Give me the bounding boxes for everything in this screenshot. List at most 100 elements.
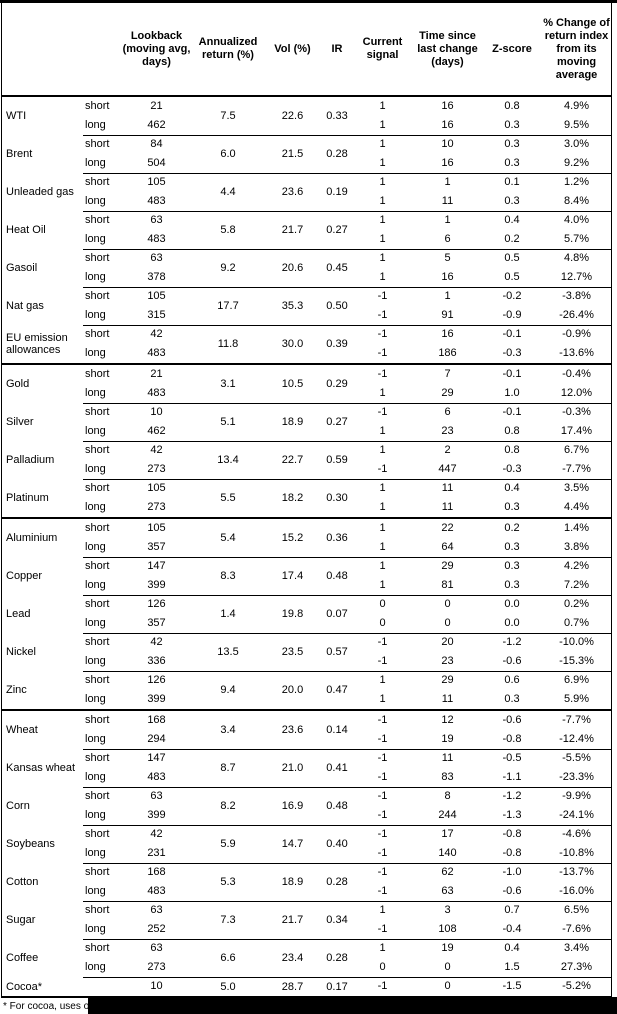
cell-z-score: 0.5 0.5 [482,249,542,287]
cell-pct-change: 1.4% 3.8% [542,519,611,557]
pct-change-value: 4.2% [563,560,590,572]
lookback-value: 10 [150,406,163,418]
cell-time-since-change: 11 83 [413,749,482,787]
col-header-z-score: Z-score [492,42,532,55]
zscore-value: 0.7 [504,904,520,916]
cell-annualized-return: 7.5 [220,110,236,122]
time-value: 140 [438,847,457,859]
side-label: long [85,771,106,783]
lookback-value: 399 [147,693,166,705]
cell-z-score: 0.4 1.5 [482,939,542,977]
cell-side: short long [83,711,120,749]
signal-value: 1 [379,100,386,112]
commodity-name: Wheat [6,724,38,736]
cell-time-since-change: 19 0 [413,939,482,977]
table-row: Gasoil short long 63 378 9.2 20.6 0.45 1 1 5 16 0.5 0… [2,249,611,287]
lookback-value: 399 [147,579,166,591]
commodity-name: Kansas wheat [6,762,76,774]
zscore-value: -1.2 [502,790,522,802]
lookback-value: 63 [150,790,163,802]
cell-annualized-return: 5.9 [220,838,236,850]
cell-z-score: 0.3 0.3 [482,557,542,595]
cell-vol: 30.0 [281,338,304,350]
table-row: Coffee short long 63 273 6.6 23.4 0.28 1 0 19 0 0.4 1… [2,939,611,977]
commodity-name: EU emission allowances [6,332,68,356]
col-header-ir: IR [331,42,343,55]
zscore-value: -0.9 [502,309,522,321]
time-value: 7 [444,368,451,380]
side-label: short [85,598,110,610]
cell-pct-change: -5.5% -23.3% [542,749,611,787]
cell-time-since-change: 20 23 [413,633,482,671]
cell-side: short long [83,939,120,977]
commodity-name: Aluminium [6,532,58,544]
signal-value: 1 [379,138,386,150]
footnote-text: * For cocoa, uses o [3,1001,90,1012]
table-row: WTI short long 21 462 7.5 22.6 0.33 1 1 16 16 0.8 0.3… [2,97,611,135]
zscore-value: -0.3 [502,463,522,475]
time-value: 16 [441,328,454,340]
side-label: short [85,406,110,418]
cell-z-score: 0.8 0.3 [482,97,542,135]
pct-change-value: 1.4% [563,522,590,534]
cell-ir: 0.30 [326,492,348,504]
cell-time-since-change: 16 186 [413,325,482,363]
pct-change-value: -5.2% [562,980,591,992]
pct-change-value: 4.8% [563,252,590,264]
cell-vol: 17.4 [281,570,304,582]
zscore-value: -0.6 [502,885,522,897]
top-border-bar [0,0,617,3]
redaction-bar [88,997,617,1014]
cell-vol: 23.6 [281,724,304,736]
cell-annualized-return: 5.5 [220,492,236,504]
section-base-metals: Aluminium short long 105 357 5.4 15.2 0.36 1 1 22 6… [2,519,611,711]
lookback-value: 357 [147,541,166,553]
zscore-value: 0.3 [504,541,520,553]
cell-z-score: 0.4 0.2 [482,211,542,249]
pct-change-value: 4.0% [563,214,590,226]
table-row: Corn short long 63 399 8.2 16.9 0.48 -1 -1 8 244 -1.… [2,787,611,825]
cell-pct-change: 0.2% 0.7% [542,595,611,633]
lookback-value: 483 [147,771,166,783]
signal-value: 1 [379,674,386,686]
zscore-value: -0.1 [502,328,522,340]
commodity-name: Silver [6,416,34,428]
cell-side: short long [83,787,120,825]
pct-change-value: 5.7% [563,233,590,245]
time-value: 2 [444,444,451,456]
cell-pct-change: -3.8% -26.4% [542,287,611,325]
cell-vol: 16.9 [281,800,304,812]
zscore-value: -0.8 [502,847,522,859]
zscore-value: 0.5 [504,271,520,283]
table-row: Platinum short long 105 273 5.5 18.2 0.30 1 1 11 11… [2,479,611,517]
lookback-value: 42 [150,444,163,456]
pct-change-value: 6.5% [563,904,590,916]
cell-z-score: -0.5 -1.1 [482,749,542,787]
commodity-name: Gasoil [6,262,38,274]
time-value: 91 [441,309,454,321]
time-value: 11 [441,482,454,494]
table-row: Lead short long 126 357 1.4 19.8 0.07 0 0 0 0 0.0 0.0… [2,595,611,633]
lookback-value: 21 [150,100,163,112]
cell-time-since-change: 8 244 [413,787,482,825]
cell-lookback: 84 504 [120,135,193,173]
pct-change-value: -26.4% [559,309,594,321]
side-label: long [85,119,106,131]
lookback-value: 105 [147,482,166,494]
time-value: 29 [441,387,454,399]
side-label: long [85,501,106,513]
zscore-value: 0.8 [504,425,520,437]
lookback-value: 10 [150,980,163,992]
cell-side: short long [83,403,120,441]
signal-value: 1 [379,942,386,954]
cell-current-signal: -1 -1 [352,825,413,863]
cell-z-score: 0.6 0.3 [482,671,542,709]
cell-annualized-return: 5.8 [220,224,236,236]
commodity-name: Cotton [6,876,39,888]
cell-lookback: 168 294 [120,711,193,749]
cell-vol: 35.3 [281,300,304,312]
